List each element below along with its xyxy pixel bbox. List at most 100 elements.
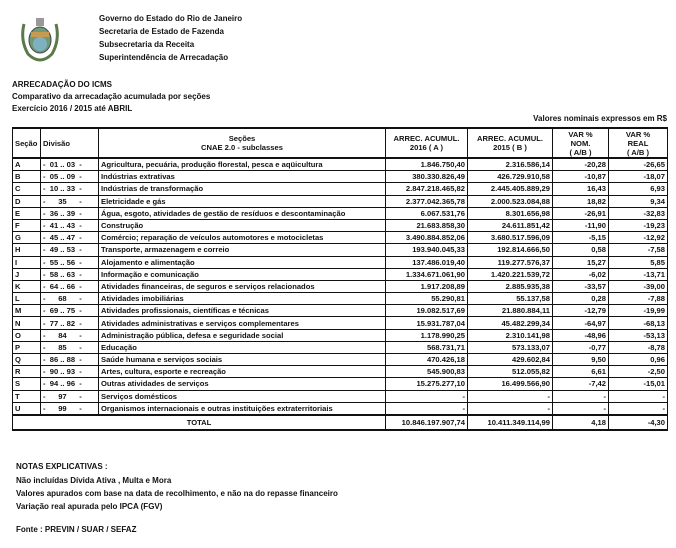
arrec-2015-cell: - [467,401,553,416]
var-real-cell: - [608,401,668,416]
var-nom-cell: 18,82 [552,194,609,208]
var-nom-cell: -0,77 [552,340,609,355]
var-nom-cell: -26,91 [552,206,609,220]
var-nom-cell: -7,42 [552,377,609,391]
var-real-cell: -68,13 [608,316,668,330]
report-subtitle: Comparativo da arrecadação acumulada por… [12,92,211,101]
division-cell: - 86 .. 88 - [40,352,99,367]
var-nom-cell: 0,58 [552,243,609,257]
arrec-2016-cell: 137.486.019,40 [385,255,468,269]
section-cell: K [12,279,41,294]
division-cell: - 10 .. 33 - [40,182,99,196]
table-row: R- 90 .. 93 - Artes, cultura, esporte e r… [12,365,668,379]
table-row: K- 64 .. 66 - Atividades financeiras, de … [12,279,668,294]
var-real-cell: -7,88 [608,292,668,306]
division-cell: - 01 .. 03 - [40,157,99,172]
coat-of-arms-logo [18,14,62,62]
var-nom-cell: 0,28 [552,292,609,306]
arrec-2016-cell: 21.683.858,30 [385,218,468,233]
division-cell: - 45 .. 47 - [40,231,99,245]
section-cell: U [12,401,41,416]
report-subtitle: Exercício 2016 / 2015 até ABRIL [12,104,133,113]
total-value: 4,18 [552,413,609,431]
column-header: Seções CNAE 2.0 - subclasses [98,127,386,159]
arrec-2015-cell: 3.680.517.596,09 [467,231,553,245]
arrec-2016-cell: 568.731,71 [385,340,468,355]
arrec-2016-cell: 1.917.208,89 [385,279,468,294]
table-row: P- 85 - Educação 568.731,71 573.133,07 -0,77… [12,340,668,355]
section-cell: N [12,316,41,330]
division-cell: - 84 - [40,328,99,342]
description-cell: Serviços domésticos [98,389,386,403]
note-line: Variação real apurada pelo IPCA (FGV) [16,502,163,511]
arrec-2016-cell: 2.377.042.365,78 [385,194,468,208]
description-cell: Outras atividades de serviços [98,377,386,391]
var-real-cell: -32,83 [608,206,668,220]
arrec-2015-cell: 16.499.566,90 [467,377,553,391]
arrec-2016-cell: 19.082.517,69 [385,304,468,318]
section-cell: F [12,218,41,233]
table-row: S- 94 .. 96 - Outras atividades de serviç… [12,377,668,391]
table-row: B- 05 .. 09 - Indústrias extrativas 380.33… [12,170,668,184]
arrec-2015-cell: 2.000.523.084,88 [467,194,553,208]
section-cell: H [12,243,41,257]
total-value: 10.846.197.907,74 [385,413,468,431]
var-nom-cell: - [552,389,609,403]
description-cell: Construção [98,218,386,233]
table-row: O- 84 - Administração pública, defesa e s… [12,328,668,342]
var-nom-cell: -20,28 [552,157,609,172]
division-cell: - 90 .. 93 - [40,365,99,379]
var-real-cell: -13,71 [608,267,668,281]
arrec-2015-cell: 21.880.884,11 [467,304,553,318]
var-nom-cell: -33,57 [552,279,609,294]
description-cell: Indústrias de transformação [98,182,386,196]
var-real-cell: 0,96 [608,352,668,367]
description-cell: Atividades imobiliárias [98,292,386,306]
var-real-cell: 6,93 [608,182,668,196]
table-row: M- 69 .. 75 - Atividades profissionais, c… [12,304,668,318]
section-cell: Q [12,352,41,367]
table-row: E- 36 .. 39 - Água, esgoto, atividades de… [12,206,668,220]
division-cell: - 35 - [40,194,99,208]
division-cell: - 77 .. 82 - [40,316,99,330]
icms-table: Seção Divisão Seções CNAE 2.0 - subclasses… [12,127,668,431]
arrec-2016-cell: 55.290,81 [385,292,468,306]
division-cell: - 99 - [40,401,99,416]
total-row: TOTAL 10.846.197.907,74 10.411.349.114,99 4… [12,413,668,431]
description-cell: Comércio; reparação de veículos automoto… [98,231,386,245]
table-row: D- 35 - Eletricidade e gás 2.377.042.365,7… [12,194,668,208]
description-cell: Administração pública, defesa e segurida… [98,328,386,342]
var-real-cell: -12,92 [608,231,668,245]
section-cell: M [12,304,41,318]
arrec-2015-cell: 573.133,07 [467,340,553,355]
section-cell: S [12,377,41,391]
section-cell: L [12,292,41,306]
table-row: G- 45 .. 47 - Comércio; reparação de veíc… [12,231,668,245]
arrec-2015-cell: 1.420.221.539,72 [467,267,553,281]
var-nom-cell: - [552,401,609,416]
column-header: Divisão [40,127,99,159]
arrec-2016-cell: 3.490.884.852,06 [385,231,468,245]
table-row: U- 99 - Organismos internacionais e outra… [12,401,668,416]
table-row: L- 68 - Atividades imobiliárias 55.290,81 5… [12,292,668,306]
section-cell: T [12,389,41,403]
arrec-2015-cell: 426.729.910,58 [467,170,553,184]
var-real-cell: -26,65 [608,157,668,172]
var-nom-cell: -6,02 [552,267,609,281]
var-real-cell: -8,78 [608,340,668,355]
arrec-2015-cell: 2.445.405.889,29 [467,182,553,196]
division-cell: - 55 .. 56 - [40,255,99,269]
var-real-cell: 9,34 [608,194,668,208]
var-nom-cell: -64,97 [552,316,609,330]
var-real-cell: -19,99 [608,304,668,318]
note-line: Não incluídas Dívida Ativa , Multa e Mor… [16,476,172,485]
section-cell: R [12,365,41,379]
header-line: Secretaria de Estado de Fazenda [99,27,224,36]
table-row: A- 01 .. 03 - Agricultura, pecuária, prod… [12,157,668,172]
description-cell: Organismos internacionais e outras insti… [98,401,386,416]
column-header: ARREC. ACUMUL. 2016 ( A ) [385,127,468,159]
var-real-cell: -18,07 [608,170,668,184]
table-row: N- 77 .. 82 - Atividades administrativas … [12,316,668,330]
column-header: VAR % NOM. ( A/B ) [552,127,609,159]
section-cell: A [12,157,41,172]
